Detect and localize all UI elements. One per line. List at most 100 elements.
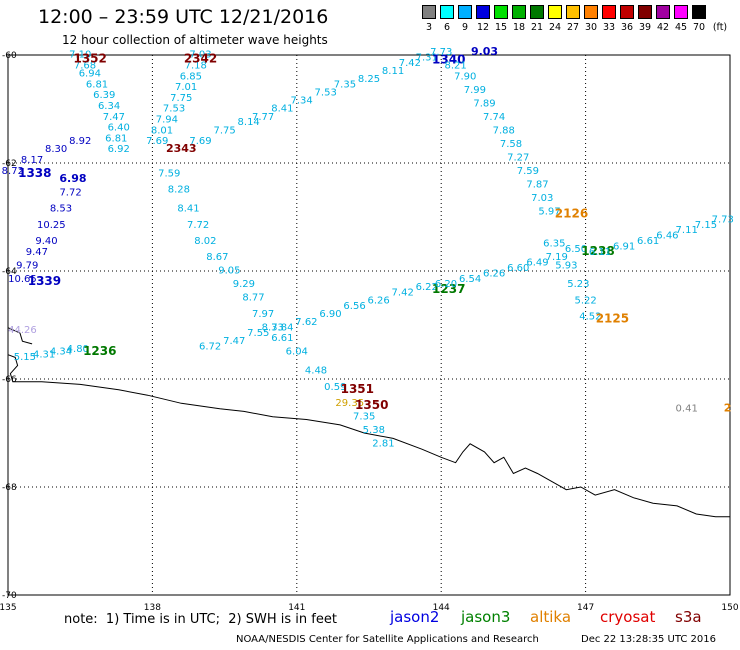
wave-height-label: 8.72 [2,166,24,177]
wave-height-label: 7.62 [295,317,317,328]
scale-label-33: 33 [602,22,616,33]
map-title: 12:00 – 23:59 UTC 12/21/2016 [38,6,329,28]
wave-height-label: 6.61 [271,333,293,344]
latitude-label: -64 [2,267,17,277]
scale-label-30: 30 [584,22,598,33]
wave-height-label: 8.14 [238,117,260,128]
wave-height-label: 6.46 [656,231,678,242]
wave-height-label: 7.35 [353,412,375,423]
wave-height-label: 8.53 [50,204,72,215]
wave-height-label: 7.72 [59,187,81,198]
wave-height-label: 8.67 [206,252,228,263]
wave-height-label: 29.35 [335,398,364,409]
coastline [7,354,730,518]
scale-swatch-70 [692,5,706,19]
wave-height-label: 6.94 [79,69,101,80]
wave-height-label: 7.34 [290,96,312,107]
wave-height-label: 6.50 [565,244,587,255]
wave-height-label: 7.94 [156,115,178,126]
wave-height-label: 6.39 [93,90,115,101]
wave-height-label: 7.59 [158,169,180,180]
wave-height-label: 9.40 [35,236,57,247]
scale-swatch-6 [440,5,454,19]
longitude-label: 135 [0,603,17,613]
pass-time-label: 2125 [596,312,629,326]
satellite-legend-cryosat: cryosat [600,608,656,626]
wave-height-label: 7.10 [69,50,91,61]
scale-label-9: 9 [461,22,469,33]
wave-height-label: 6.26 [367,295,389,306]
wave-height-label: 7.87 [526,179,548,190]
pass-time-label: 1351 [341,382,374,396]
scale-label-3: 3 [425,22,433,33]
wave-height-label: 5.23 [567,279,589,290]
wave-height-label: 0.59 [324,382,346,393]
wave-height-label: 6.04 [286,347,308,358]
island-outline [7,327,33,345]
scale-label-42: 42 [656,22,670,33]
wave-height-label: 7.88 [493,125,515,136]
wave-height-label: 5.15 [14,352,36,363]
wave-height-label: 7.74 [483,112,505,123]
pass-time-label: 1339 [28,274,61,288]
wave-height-label: 5.22 [574,295,596,306]
wave-height-label: 5.38 [363,425,385,436]
map-annotation: 2343 [166,142,197,155]
wave-height-label: 7.47 [223,336,245,347]
wave-height-label: 6.61 [637,236,659,247]
wave-height-label: 8.28 [168,185,190,196]
scale-swatch-42 [656,5,670,19]
wave-height-label: 6.54 [459,274,481,285]
scale-label-12: 12 [476,22,490,33]
wave-height-label: 7.99 [464,85,486,96]
wave-height-label: 8.41 [177,204,199,215]
pass-time-label: 1340 [432,52,465,66]
wave-height-label: 7.84 [271,322,293,333]
wave-height-label: 7.19 [546,252,568,263]
pass-time-label: 1338 [18,166,51,180]
latitude-label: -70 [2,591,17,601]
pass-time-label: 1352 [73,52,106,66]
map-annotation: 9.03 [471,45,498,58]
wave-height-label: 10.25 [37,220,66,231]
wave-height-label: 4.31 [33,349,55,360]
wave-height-label: 0.41 [676,403,698,414]
map-annotation: 2 [724,401,732,414]
scale-label-18: 18 [512,22,526,33]
wave-height-label: 6.11 [589,247,611,258]
wave-height-label: 8.92 [69,136,91,147]
wave-height-label: 6.26 [483,268,505,279]
scale-label-45: 45 [674,22,688,33]
pass-time-label: 1350 [355,398,388,412]
footnote: note: 1) Time is in UTC; 2) SWH is in fe… [64,612,337,627]
scale-swatch-3 [422,5,436,19]
wave-height-label: 9.47 [26,247,48,258]
scale-swatch-9 [458,5,472,19]
pass-time-label: 2342 [184,52,217,66]
wave-height-label: 7.58 [500,139,522,150]
wave-height-label: 8.01 [151,125,173,136]
wave-height-label: 2.81 [372,439,394,450]
wave-height-label: 8.17 [21,155,43,166]
wave-height-label: 6.72 [199,341,221,352]
wave-height-label: 9.29 [233,279,255,290]
wave-height-label: 44.26 [8,325,37,336]
wave-height-label: 7.18 [185,61,207,72]
latitude-label: -66 [2,375,17,385]
wave-height-label: 7.68 [74,61,96,72]
longitude-label: 144 [433,603,450,613]
wave-height-label: 7.27 [507,152,529,163]
generated-timestamp: Dec 22 13:28:35 UTC 2016 [581,634,716,645]
scale-swatch-12 [476,5,490,19]
scale-label-39: 39 [638,22,652,33]
wave-height-label: 7.15 [695,220,717,231]
pass-time-label: 1236 [83,344,116,358]
scale-label-24: 24 [548,22,562,33]
wave-height-label: 7.73 [712,214,734,225]
pass-time-label: 1238 [581,244,614,258]
wave-height-label: 8.21 [445,61,467,72]
wave-height-label: 6.20 [435,279,457,290]
wave-height-label: 6.91 [613,241,635,252]
scale-swatch-30 [584,5,598,19]
map-frame [7,54,731,596]
